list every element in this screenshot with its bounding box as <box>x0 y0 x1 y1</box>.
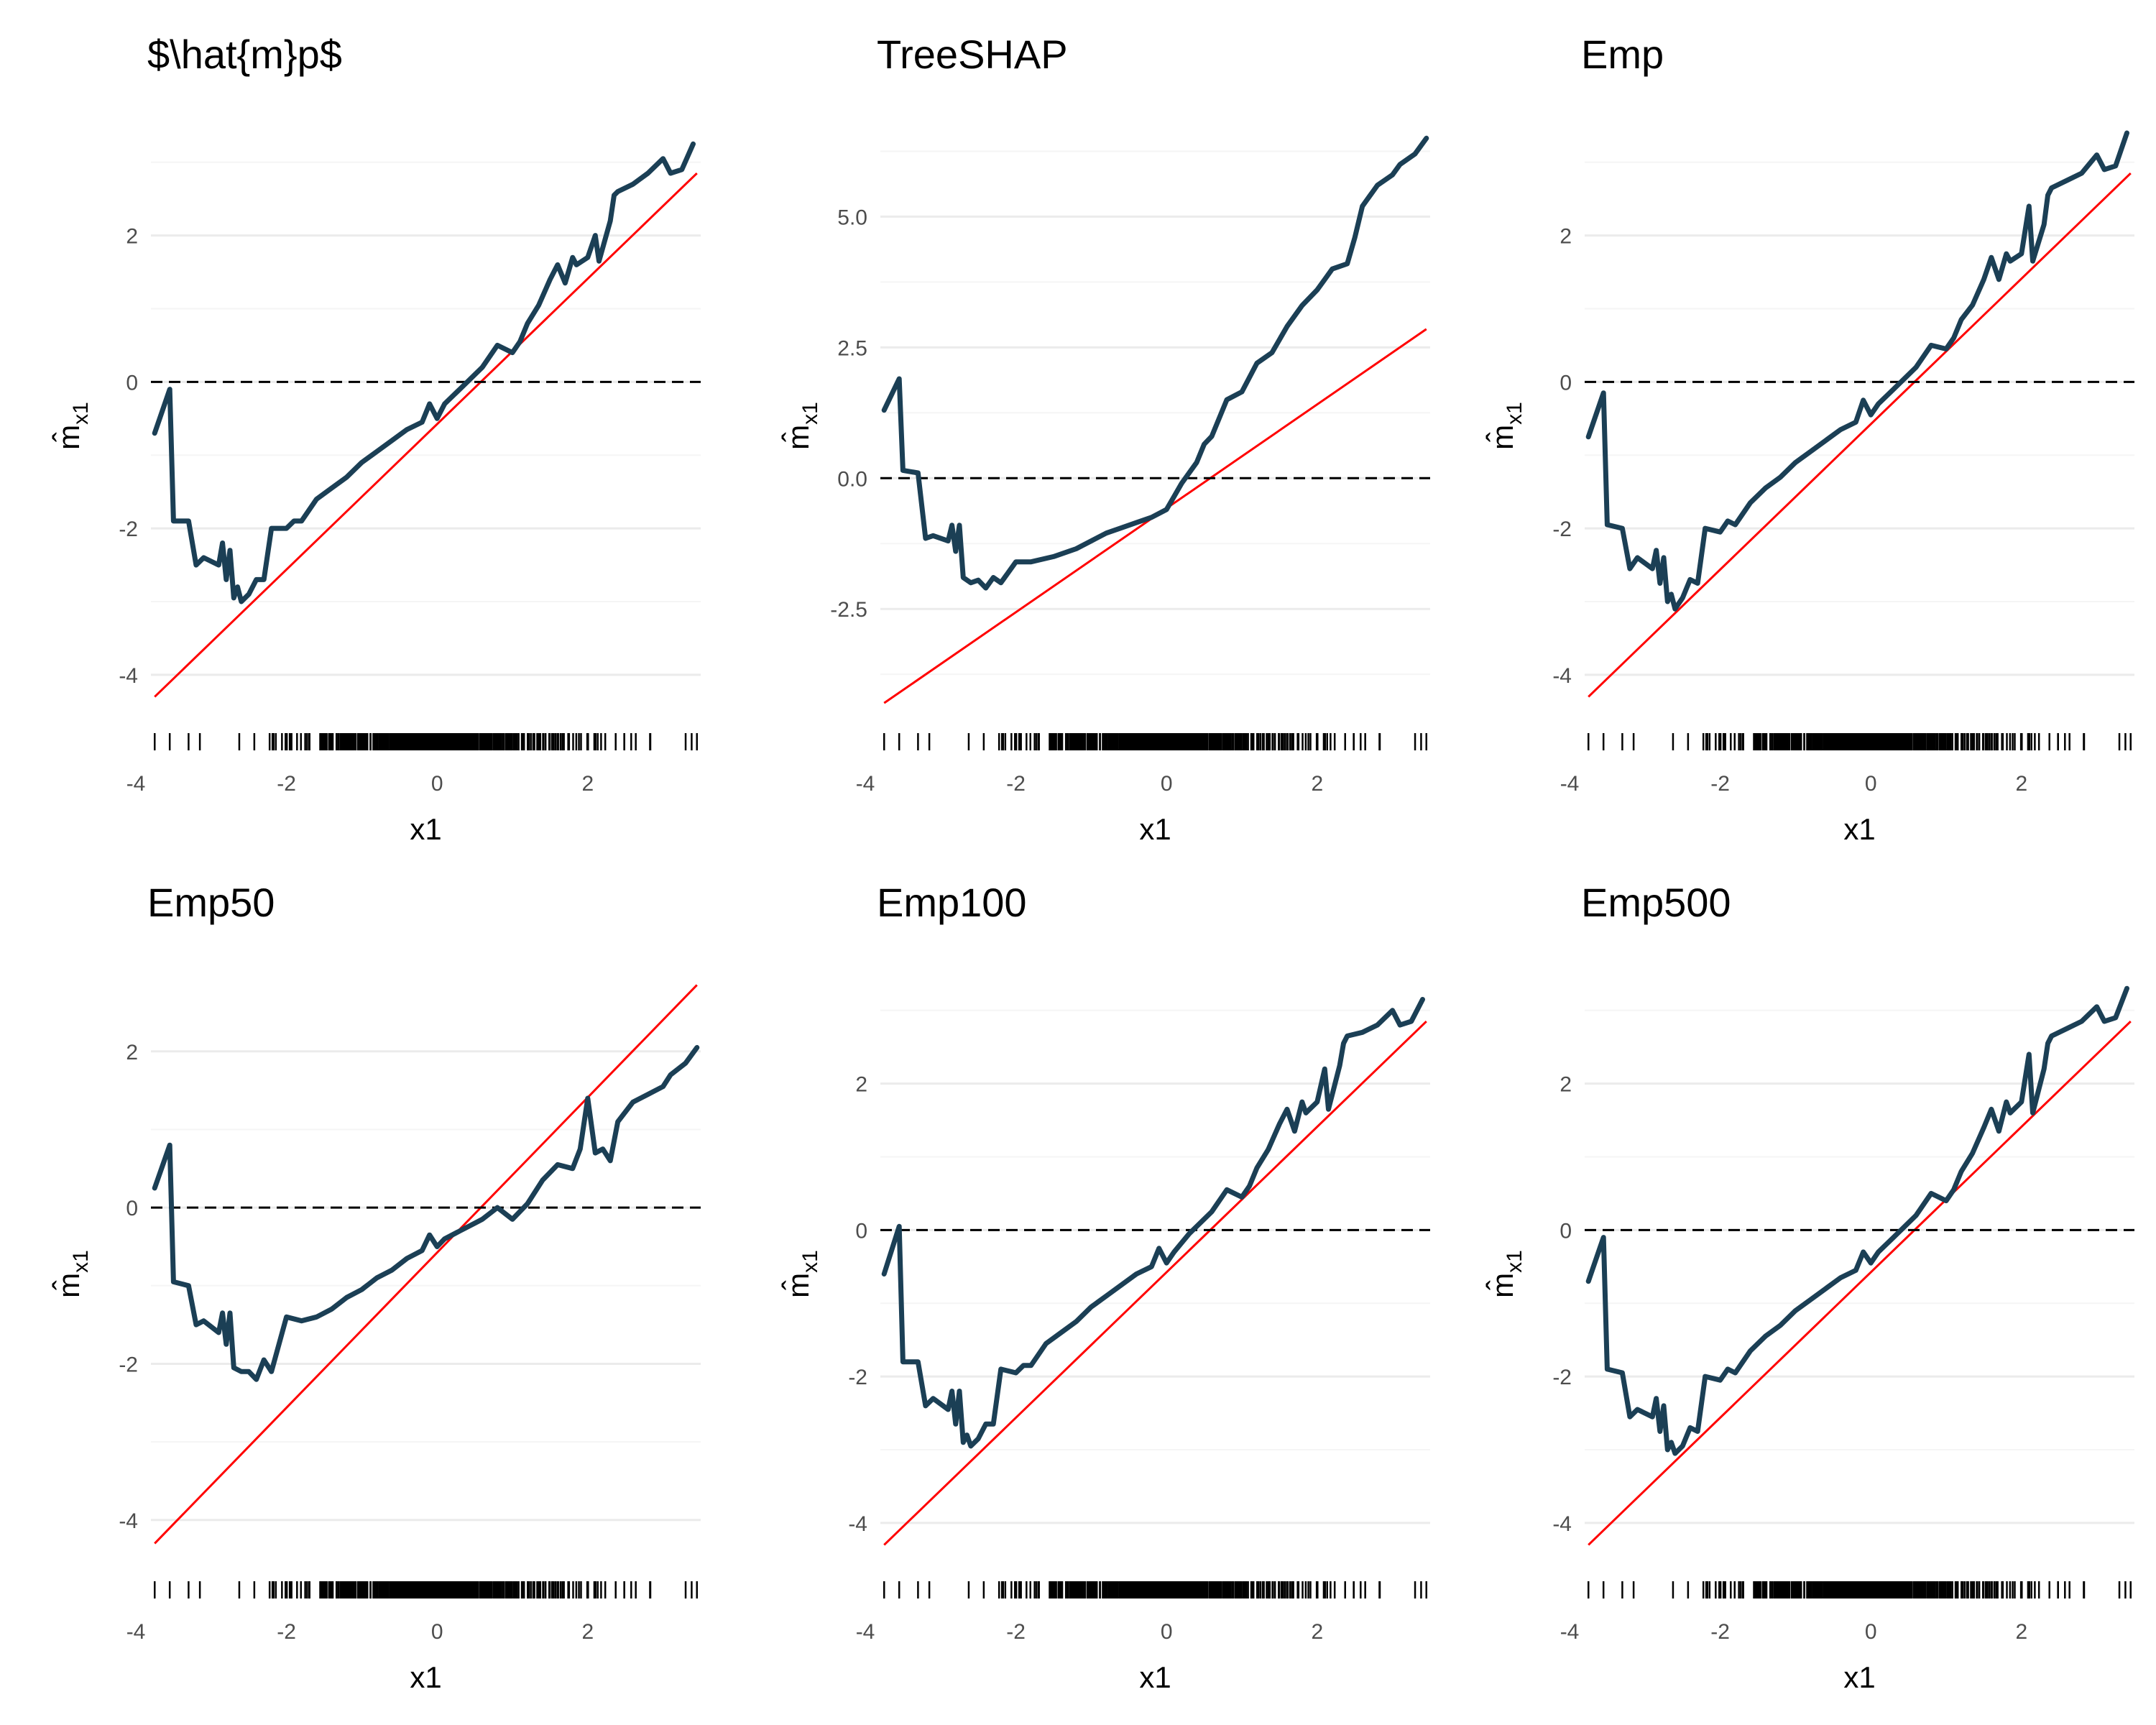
panel-title: $\hat{m}p$ <box>147 32 342 77</box>
x-tick-label: -2 <box>277 1620 296 1644</box>
y-tick-label: 5.0 <box>837 206 867 229</box>
x-tick-label: 0 <box>431 1620 443 1644</box>
panel-title: Emp50 <box>147 880 275 925</box>
y-tick-label: -4 <box>848 1512 867 1536</box>
y-axis-symbol: m̂x1 <box>52 1250 93 1298</box>
y-tick-label: -2 <box>119 1353 138 1376</box>
x-axis-label: x1 <box>410 1660 441 1694</box>
x-tick-label: 2 <box>581 772 594 796</box>
x-tick-label: -4 <box>856 772 875 796</box>
panel-title: TreeSHAP <box>877 32 1068 77</box>
panel-1: -4 -2 0 2 -4 -2 0 2 x1 m̂x1 $\hat{m}p$ <box>52 32 701 846</box>
pdp-curve <box>881 135 1429 591</box>
y-tick-label: -2.5 <box>830 598 867 622</box>
y-tick-label: 0 <box>126 1197 138 1220</box>
reference-line <box>1588 172 2132 698</box>
panel-5: -4 -2 0 2 -4 -2 0 2 x1 m̂x1 Emp100 <box>781 880 1430 1694</box>
x-axis-label: x1 <box>410 812 441 846</box>
x-tick-label: 2 <box>2015 772 2027 796</box>
x-tick-label: -2 <box>1710 772 1730 796</box>
y-tick-label: 0 <box>855 1219 867 1243</box>
x-tick-label: -2 <box>1006 1620 1026 1644</box>
x-axis-label: x1 <box>1843 812 1875 846</box>
y-tick-label: 2 <box>126 1041 138 1064</box>
pdp-curve <box>1585 130 2129 612</box>
rug <box>883 1581 1428 1598</box>
y-tick-label: 2 <box>1560 1073 1572 1097</box>
y-tick-label: -2 <box>119 518 138 541</box>
y-tick-label: 2 <box>855 1073 867 1097</box>
y-axis-label: m̂x1 <box>781 402 822 450</box>
y-tick-label: -2 <box>848 1366 867 1389</box>
y-axis-symbol: m̂x1 <box>1485 402 1526 450</box>
y-axis-symbol: m̂x1 <box>1485 1250 1526 1298</box>
y-tick-label: 0.0 <box>837 467 867 491</box>
panel-4: -4 -2 0 2 -4 -2 0 2 x1 m̂x1 Emp50 <box>52 880 701 1694</box>
y-tick-label: 2 <box>126 225 138 249</box>
y-axis-label: m̂x1 <box>1485 402 1526 450</box>
x-tick-label: -2 <box>277 772 296 796</box>
x-tick-label: 0 <box>1865 772 1877 796</box>
reference-line <box>154 172 698 698</box>
y-tick-label: 0 <box>1560 371 1572 395</box>
x-axis-label: x1 <box>1139 812 1171 846</box>
rug <box>1587 733 2132 750</box>
y-tick-label: -4 <box>1552 664 1572 688</box>
x-axis-label: x1 <box>1139 1660 1171 1694</box>
rug <box>153 1581 699 1598</box>
panel-3: -4 -2 0 2 -4 -2 0 2 x1 m̂x1 Emp <box>1485 32 2134 846</box>
x-tick-label: 0 <box>1161 1620 1173 1644</box>
reference-line <box>883 1020 1427 1546</box>
y-tick-label: 0 <box>126 371 138 395</box>
y-axis-label: m̂x1 <box>781 1250 822 1298</box>
pdp-curve <box>152 141 696 604</box>
x-tick-label: -2 <box>1710 1620 1730 1644</box>
pdp-curve <box>881 997 1425 1449</box>
panel-title: Emp500 <box>1581 880 1731 925</box>
x-tick-label: 2 <box>1311 772 1323 796</box>
panel-title: Emp100 <box>877 880 1027 925</box>
x-tick-label: 2 <box>1311 1620 1323 1644</box>
rug <box>883 733 1428 750</box>
x-tick-label: 2 <box>2015 1620 2027 1644</box>
reference-line <box>1588 1020 2132 1546</box>
y-axis-symbol: m̂x1 <box>781 402 822 450</box>
x-tick-label: -4 <box>126 772 146 796</box>
y-tick-label: -4 <box>1552 1512 1572 1536</box>
rug <box>1587 1581 2132 1598</box>
y-tick-label: 0 <box>1560 1219 1572 1243</box>
x-tick-label: 0 <box>431 772 443 796</box>
y-axis-symbol: m̂x1 <box>781 1250 822 1298</box>
x-tick-label: 0 <box>1865 1620 1877 1644</box>
x-tick-label: -4 <box>856 1620 875 1644</box>
x-tick-label: -4 <box>1560 772 1580 796</box>
y-axis-label: m̂x1 <box>52 402 93 450</box>
rug <box>153 733 699 750</box>
x-tick-label: -2 <box>1006 772 1026 796</box>
y-tick-label: 2.5 <box>837 336 867 360</box>
panel-2: -2.5 0.0 2.5 5.0 -4 -2 0 2 x1 m̂x1 TreeSHAP <box>781 32 1430 846</box>
panel-title: Emp <box>1581 32 1664 77</box>
y-axis-label: m̂x1 <box>1485 1250 1526 1298</box>
x-tick-label: 0 <box>1161 772 1173 796</box>
y-tick-label: -2 <box>1552 518 1572 541</box>
y-axis-symbol: m̂x1 <box>52 402 93 450</box>
y-tick-label: -4 <box>119 1509 138 1533</box>
y-tick-label: 2 <box>1560 225 1572 249</box>
pdp-curve <box>152 1044 700 1382</box>
x-axis-label: x1 <box>1843 1660 1875 1694</box>
pdp-curve <box>1585 985 2129 1456</box>
x-tick-label: -4 <box>126 1620 146 1644</box>
y-tick-label: -4 <box>119 664 138 688</box>
x-tick-label: 2 <box>581 1620 594 1644</box>
y-tick-label: -2 <box>1552 1366 1572 1389</box>
x-tick-label: -4 <box>1560 1620 1580 1644</box>
panel-6: -4 -2 0 2 -4 -2 0 2 x1 m̂x1 Emp500 <box>1485 880 2134 1694</box>
reference-line <box>154 984 698 1545</box>
y-axis-label: m̂x1 <box>52 1250 93 1298</box>
